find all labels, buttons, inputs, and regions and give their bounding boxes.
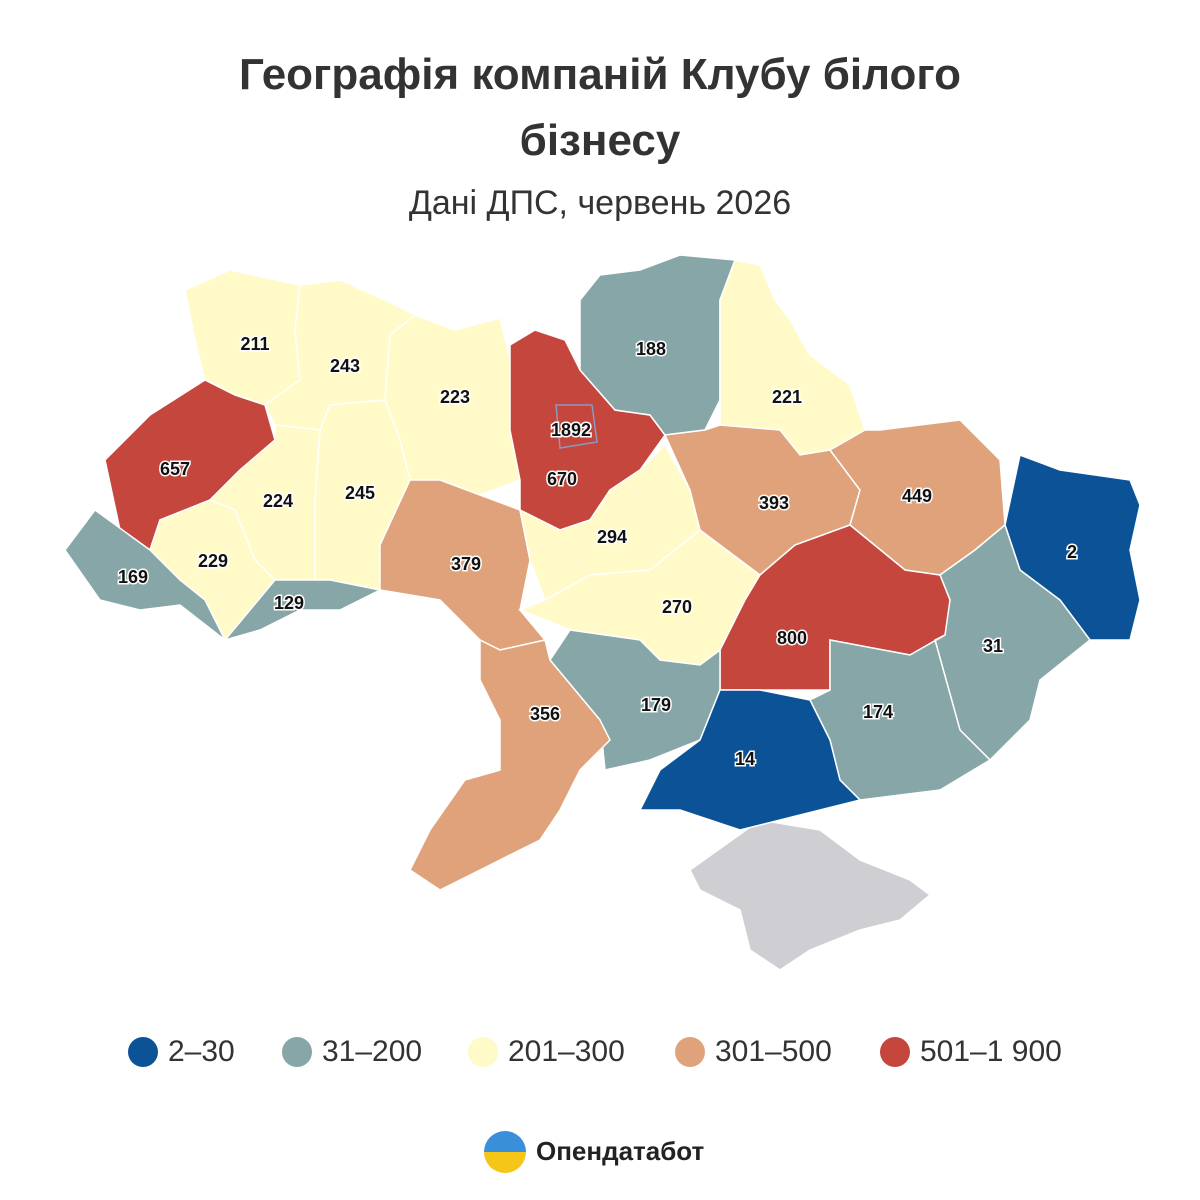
region-label: 670 <box>547 469 577 489</box>
region-label: 224 <box>263 491 293 511</box>
legend-swatch <box>880 1037 910 1067</box>
region <box>222 579 383 642</box>
legend-label: 501–1 900 <box>920 1035 1062 1068</box>
region-label: 221 <box>772 387 802 407</box>
brand: Опендатабот <box>536 1136 705 1166</box>
region-label: 657 <box>160 459 190 479</box>
region-label: 270 <box>662 597 692 617</box>
region-label: 449 <box>902 486 932 506</box>
region-label: 245 <box>345 483 375 503</box>
region <box>555 404 598 449</box>
region-label: 243 <box>330 356 360 376</box>
region-label: 169 <box>118 567 148 587</box>
title: Географія компаній Клубу білого бізнесу <box>238 50 962 165</box>
region <box>638 689 862 831</box>
region-label: 223 <box>440 387 470 407</box>
region <box>64 508 226 641</box>
region-label: 2 <box>1067 542 1077 562</box>
region-label: 14 <box>735 749 755 769</box>
region-label: 174 <box>863 702 893 722</box>
legend-swatch <box>282 1037 312 1067</box>
legend-label: 201–300 <box>508 1035 625 1068</box>
region-label: 129 <box>274 593 304 613</box>
legend-swatch <box>468 1037 498 1067</box>
region-label: 179 <box>641 695 671 715</box>
legend-label: 31–200 <box>322 1035 422 1068</box>
regions <box>64 254 1141 891</box>
region-label: 229 <box>198 551 228 571</box>
region-label: 800 <box>777 628 807 648</box>
region-label: 356 <box>530 704 560 724</box>
subtitle: Дані ДПС, червень 2026 <box>408 184 792 222</box>
region <box>719 259 866 456</box>
legend-swatch <box>675 1037 705 1067</box>
region-label: 393 <box>759 493 789 513</box>
region-label: 1892 <box>551 420 591 440</box>
region-label: 294 <box>597 527 627 547</box>
crimea <box>689 819 932 971</box>
region-label: 211 <box>240 334 269 354</box>
region-label: 31 <box>983 636 1003 656</box>
region-label: 379 <box>451 554 481 574</box>
region-label: 188 <box>636 339 666 359</box>
region <box>409 638 611 891</box>
labels: 211 243 223 670 1892 188 221 657 224 245 229 169 129… <box>116 332 1078 770</box>
legend-swatch <box>128 1037 158 1067</box>
brand-logo <box>484 1131 526 1173</box>
legend-label: 301–500 <box>715 1035 832 1068</box>
legend-label: 2–30 <box>168 1035 235 1068</box>
legend: 2–30 31–200 201–300 301–500 501–1 900 <box>128 1035 1062 1068</box>
